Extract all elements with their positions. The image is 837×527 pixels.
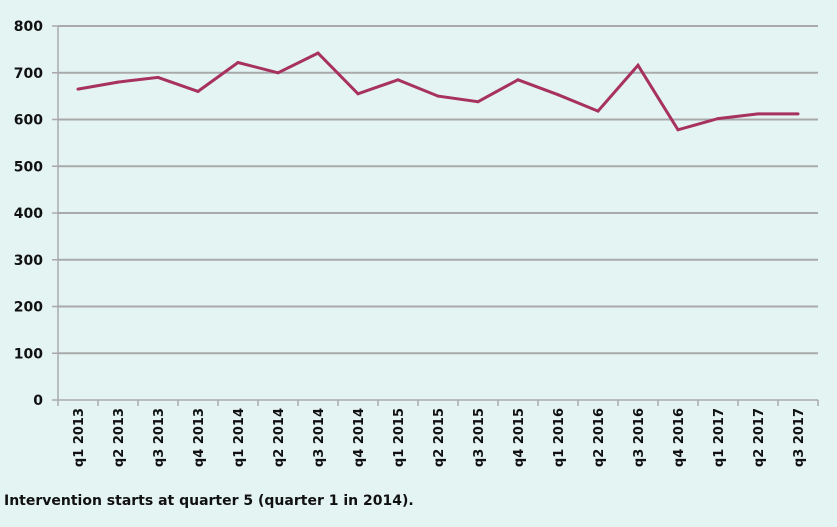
x-tick-label: q4 2014 bbox=[352, 408, 367, 467]
x-tick-label: q2 2017 bbox=[752, 408, 767, 467]
x-tick-label: q1 2014 bbox=[232, 408, 247, 467]
data-point bbox=[716, 117, 720, 121]
x-tick-label: q2 2013 bbox=[112, 408, 127, 467]
data-point bbox=[476, 100, 480, 104]
data-point bbox=[276, 71, 280, 75]
y-tick-label: 700 bbox=[14, 66, 43, 82]
x-tick-label: q3 2015 bbox=[472, 408, 487, 467]
data-point bbox=[236, 60, 240, 64]
x-tick-label: q1 2015 bbox=[392, 408, 407, 467]
x-tick-label: q3 2017 bbox=[792, 408, 807, 467]
y-tick-label: 0 bbox=[33, 393, 43, 409]
x-tick-label: q2 2014 bbox=[272, 408, 287, 467]
data-point bbox=[316, 51, 320, 55]
x-tick-label: q3 2014 bbox=[312, 408, 327, 467]
data-point bbox=[556, 93, 560, 97]
y-tick-label: 600 bbox=[14, 113, 43, 129]
data-point bbox=[796, 112, 800, 116]
data-point bbox=[636, 63, 640, 67]
data-point bbox=[156, 75, 160, 79]
x-tick-label: q2 2016 bbox=[592, 408, 607, 467]
data-point bbox=[756, 112, 760, 116]
x-tick-label: q4 2013 bbox=[192, 408, 207, 467]
chart-footnote: Intervention starts at quarter 5 (quarte… bbox=[4, 493, 414, 509]
x-tick-label: q2 2015 bbox=[432, 408, 447, 467]
y-tick-label: 100 bbox=[14, 346, 43, 362]
x-tick-label: q1 2016 bbox=[552, 408, 567, 467]
x-tick-label: q3 2016 bbox=[632, 408, 647, 467]
series-line bbox=[77, 51, 798, 132]
y-tick-label: 300 bbox=[14, 253, 43, 269]
data-point bbox=[76, 87, 80, 91]
y-tick-label: 400 bbox=[14, 206, 43, 222]
data-point bbox=[196, 89, 200, 93]
x-tick-label: q4 2015 bbox=[512, 408, 527, 467]
y-tick-label: 500 bbox=[14, 159, 43, 175]
x-tick-label: q3 2013 bbox=[152, 408, 167, 467]
data-point bbox=[596, 109, 600, 113]
data-point bbox=[116, 80, 120, 84]
x-tick-label: q1 2017 bbox=[712, 408, 727, 467]
y-tick-label: 200 bbox=[14, 300, 43, 316]
x-tick-label: q1 2013 bbox=[72, 408, 87, 467]
data-point bbox=[356, 92, 360, 96]
data-point bbox=[436, 94, 440, 98]
data-point bbox=[396, 78, 400, 82]
x-tick-label: q4 2016 bbox=[672, 408, 687, 467]
y-tick-label: 800 bbox=[14, 19, 43, 35]
data-point bbox=[516, 78, 520, 82]
data-point bbox=[676, 128, 680, 132]
